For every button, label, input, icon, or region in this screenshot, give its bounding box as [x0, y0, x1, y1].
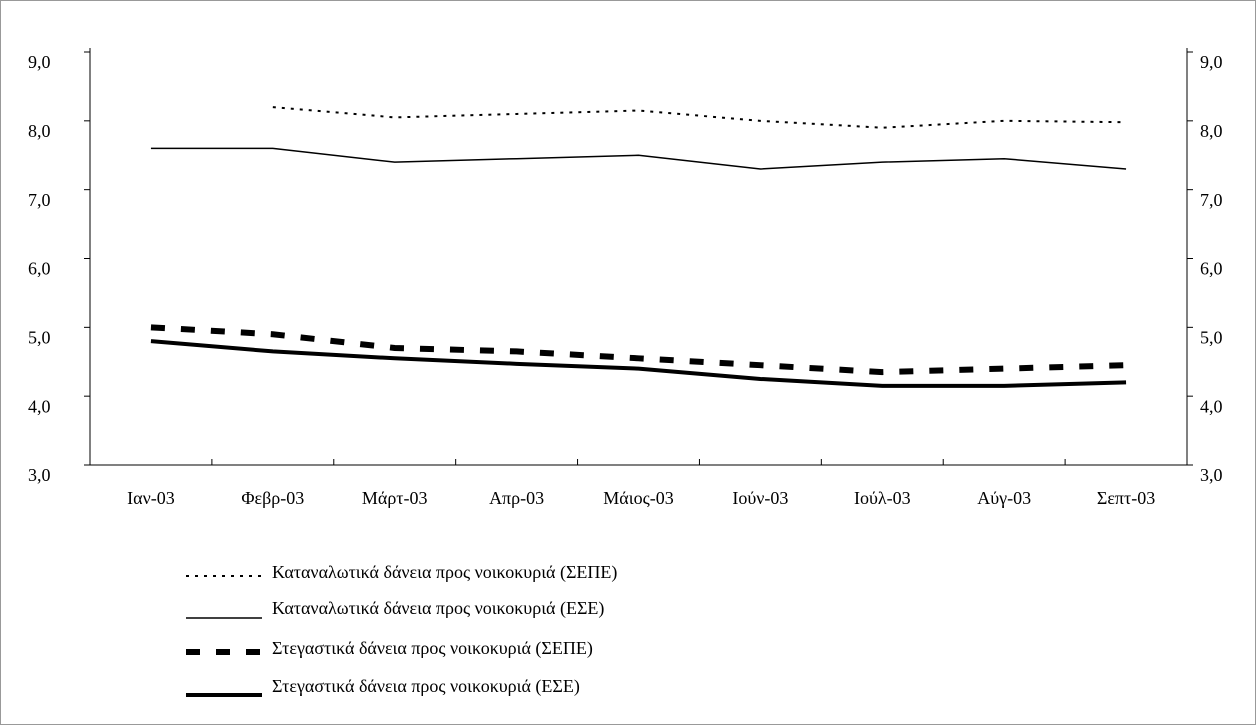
y-tick-label: 6,0	[28, 259, 51, 279]
x-tick-label: Απρ-03	[489, 488, 544, 508]
series-line	[272, 106, 1127, 129]
y-tick-label: 4,0	[28, 396, 51, 416]
x-tick-label: Αύγ-03	[977, 488, 1031, 508]
y2-tick-label: 6,0	[1200, 259, 1223, 279]
x-tick-label: Μάιος-03	[603, 488, 673, 508]
x-tick-label: Ιούλ-03	[854, 488, 911, 508]
series-line	[150, 324, 1127, 376]
series-line	[150, 339, 1127, 388]
x-tick-label: Μάρτ-03	[362, 488, 428, 508]
legend-label: Στεγαστικά δάνεια προς νοικοκυριά (ΣΕΠΕ)	[272, 638, 593, 659]
legend-label: Καταναλωτικά δάνεια προς νοικοκυριά (ΣΕΠ…	[272, 562, 617, 583]
x-tick-label: Σεπτ-03	[1097, 488, 1155, 508]
y2-tick-label: 9,0	[1200, 52, 1223, 72]
y-tick-label: 5,0	[28, 327, 51, 347]
y-tick-label: 3,0	[28, 465, 51, 485]
y2-tick-label: 8,0	[1200, 121, 1223, 141]
x-tick-label: Φεβρ-03	[241, 488, 304, 508]
y-tick-label: 7,0	[28, 190, 51, 210]
y2-tick-label: 3,0	[1200, 465, 1223, 485]
y2-tick-label: 7,0	[1200, 190, 1223, 210]
y-tick-label: 9,0	[28, 52, 51, 72]
x-tick-label: Ιαν-03	[127, 488, 175, 508]
legend-label: Καταναλωτικά δάνεια προς νοικοκυριά (ΕΣΕ…	[272, 598, 604, 619]
series-line	[150, 147, 1127, 170]
legend-label: Στεγαστικά δάνεια προς νοικοκυριά (ΕΣΕ)	[272, 676, 580, 697]
y2-tick-label: 5,0	[1200, 327, 1223, 347]
y2-tick-label: 4,0	[1200, 396, 1223, 416]
y-tick-label: 8,0	[28, 121, 51, 141]
x-tick-label: Ιούν-03	[732, 488, 788, 508]
